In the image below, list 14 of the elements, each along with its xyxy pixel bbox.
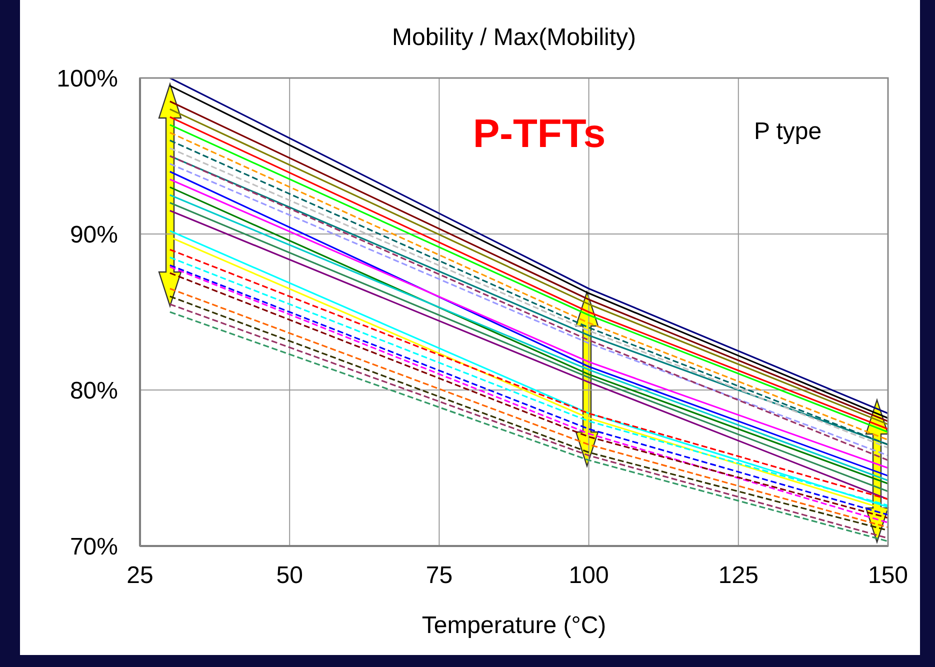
- x-tick-label: 125: [718, 562, 758, 590]
- y-tick-label: 70%: [70, 534, 118, 561]
- chart-title: Mobility / Max(Mobility): [390, 24, 638, 52]
- x-tick-label: 25: [126, 562, 154, 590]
- y-tick-label: 80%: [70, 378, 118, 405]
- x-tick-label: 100: [568, 562, 609, 590]
- annotation: P-TFTs: [473, 112, 606, 157]
- x-tick-label: 150: [868, 562, 908, 590]
- x-tick-label: 50: [276, 562, 303, 590]
- annotation: P type: [754, 118, 822, 146]
- y-tick-label: 100%: [56, 66, 118, 93]
- x-axis-title: Temperature (°C): [420, 612, 608, 640]
- x-tick-label: 75: [426, 562, 453, 590]
- y-tick-label: 90%: [70, 222, 118, 249]
